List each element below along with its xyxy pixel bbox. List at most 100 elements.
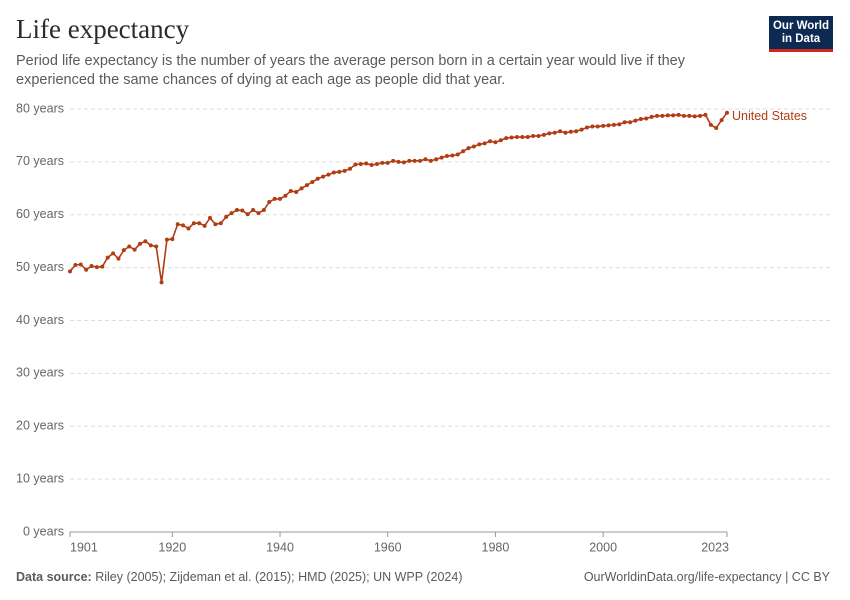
- point: [197, 221, 202, 226]
- logo[interactable]: Our World in Data: [769, 16, 833, 52]
- point: [116, 256, 121, 261]
- point: [498, 138, 503, 143]
- point: [471, 144, 476, 149]
- point: [342, 168, 347, 173]
- point: [73, 262, 78, 267]
- point: [234, 207, 239, 212]
- y-tick-label: 60 years: [16, 207, 64, 221]
- point: [552, 130, 557, 135]
- point: [272, 196, 277, 201]
- point: [628, 120, 633, 125]
- line: [69, 112, 728, 283]
- point: [391, 158, 396, 163]
- point: [331, 170, 336, 175]
- point: [514, 135, 519, 140]
- point: [299, 186, 304, 191]
- point: [595, 124, 600, 129]
- point: [170, 237, 175, 242]
- y-tick-label: 0 years: [23, 524, 64, 538]
- point: [563, 130, 568, 135]
- footer-credit[interactable]: OurWorldinData.org/life-expectancy | CC …: [583, 570, 830, 584]
- x-tick-label: 2023: [701, 540, 729, 554]
- point: [644, 116, 649, 121]
- point: [568, 129, 573, 134]
- point: [439, 155, 444, 160]
- point: [665, 113, 670, 118]
- point: [509, 135, 514, 140]
- point: [380, 160, 385, 165]
- point: [164, 237, 169, 242]
- point: [649, 114, 654, 119]
- logo-line: Our World: [772, 20, 829, 32]
- point: [703, 112, 708, 117]
- point: [385, 160, 390, 165]
- point: [261, 207, 266, 212]
- y-tick-label: 10 years: [16, 471, 64, 485]
- point: [461, 149, 466, 154]
- point: [676, 112, 681, 117]
- point: [520, 135, 525, 140]
- point: [84, 267, 89, 272]
- point: [148, 243, 153, 248]
- point: [638, 117, 643, 122]
- point: [455, 152, 460, 157]
- point: [121, 248, 126, 253]
- point: [208, 215, 213, 220]
- point: [617, 122, 622, 127]
- point: [714, 126, 719, 131]
- x-tick-label: 2000: [589, 540, 617, 554]
- point: [584, 125, 589, 130]
- point: [606, 123, 611, 128]
- point: [574, 129, 579, 134]
- point: [240, 208, 245, 213]
- point: [337, 169, 342, 174]
- x-tick-label: 1960: [374, 540, 402, 554]
- point: [428, 158, 433, 163]
- point: [251, 207, 256, 212]
- point: [466, 146, 471, 151]
- point: [278, 196, 283, 201]
- point: [68, 269, 72, 274]
- chart-title: Life expectancy: [16, 14, 190, 44]
- point: [536, 133, 541, 138]
- point: [283, 193, 288, 198]
- source: Riley (2005); Zijdeman et al. (2015); HM…: [95, 570, 463, 584]
- point: [175, 222, 180, 227]
- point: [708, 122, 713, 127]
- point: [364, 161, 369, 166]
- point: [407, 158, 412, 163]
- point: [229, 211, 234, 216]
- point: [186, 226, 191, 231]
- point: [105, 255, 110, 260]
- x-tick-label: 1920: [158, 540, 186, 554]
- point: [660, 113, 665, 118]
- point: [94, 265, 99, 270]
- point: [547, 131, 552, 136]
- point: [493, 140, 498, 145]
- legend-label: United States: [732, 109, 807, 123]
- point: [78, 262, 83, 267]
- x-tick-label: 1901: [70, 540, 98, 554]
- point: [488, 139, 493, 144]
- point: [681, 113, 686, 118]
- x-tick-label: 1940: [266, 540, 294, 554]
- point: [181, 223, 186, 228]
- point: [504, 136, 509, 141]
- point: [143, 239, 148, 244]
- point: [418, 158, 423, 163]
- point: [100, 264, 105, 269]
- point: [590, 124, 595, 129]
- point: [224, 214, 229, 219]
- point: [423, 157, 428, 162]
- point: [159, 280, 164, 285]
- x-tick-label: 1980: [482, 540, 510, 554]
- y-tick-label: 50 years: [16, 260, 64, 274]
- point: [611, 122, 616, 127]
- point: [213, 222, 218, 227]
- point: [138, 241, 143, 246]
- point: [304, 183, 309, 188]
- logo-line: in Data: [781, 33, 821, 45]
- point: [294, 190, 299, 195]
- point: [218, 221, 223, 226]
